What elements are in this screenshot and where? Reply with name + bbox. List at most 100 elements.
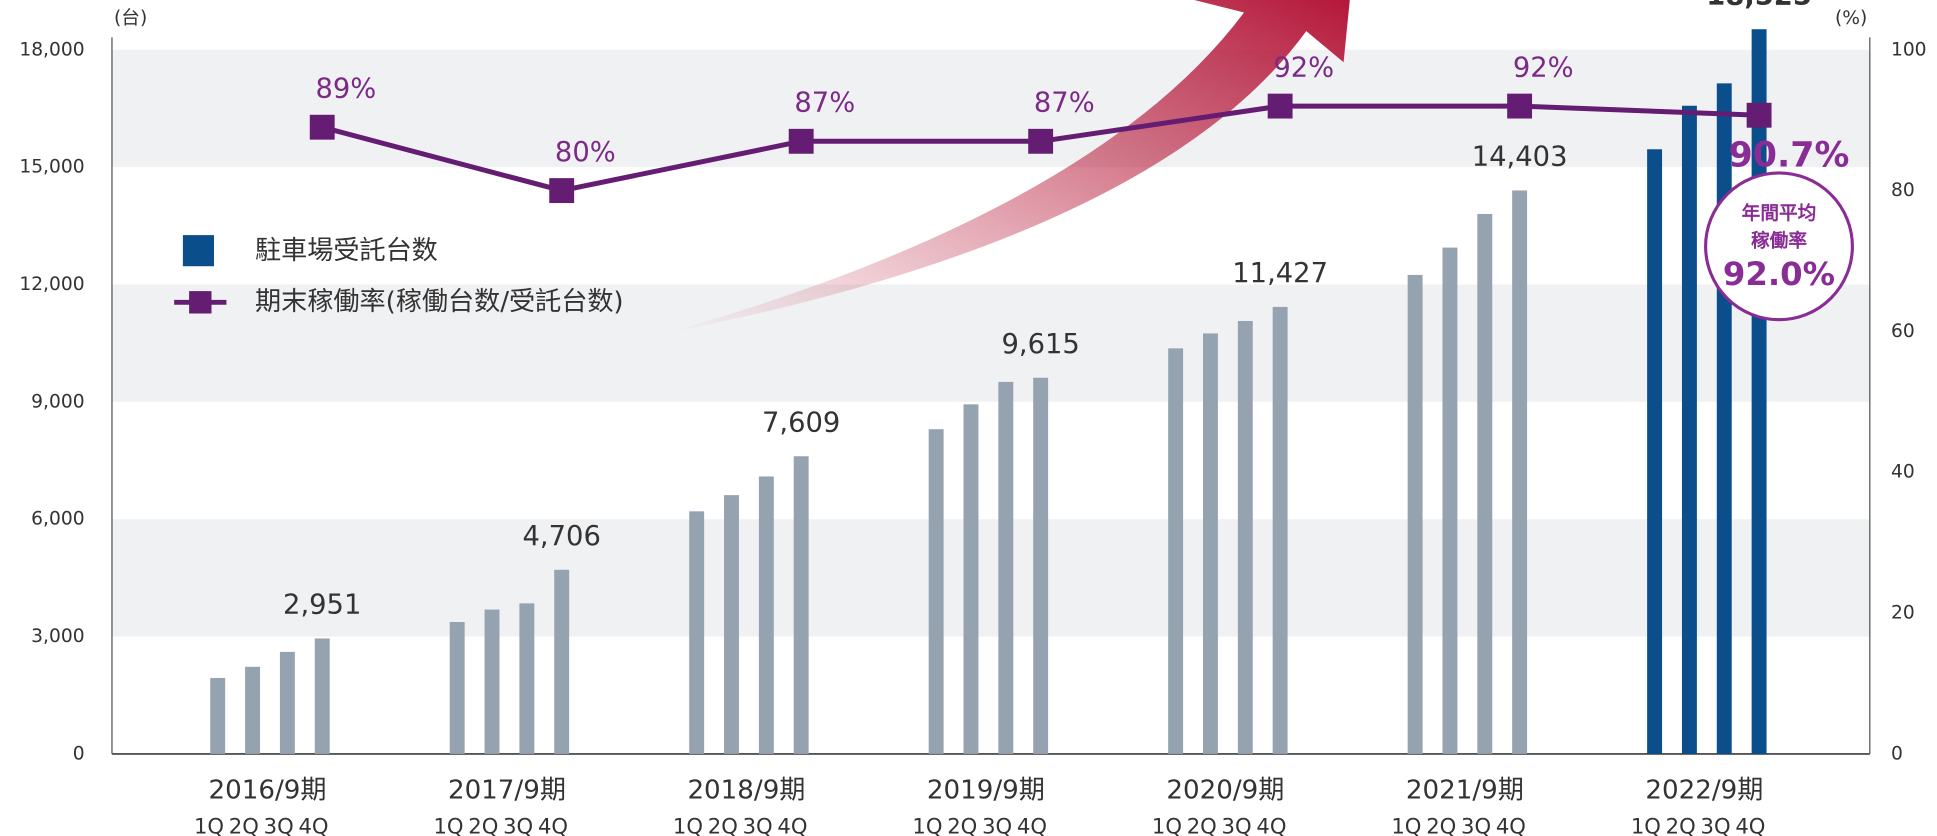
line-marker <box>1507 94 1532 119</box>
grid-band <box>112 519 1870 636</box>
y-tick-label: 0 <box>73 743 85 764</box>
quarter-label: 1Q <box>1391 813 1421 836</box>
line-value-label: 87% <box>794 87 855 118</box>
annotation-text: 年間平均 <box>1742 202 1817 224</box>
y-tick-label: 3,000 <box>31 626 84 647</box>
quarter-label: 1Q <box>1152 813 1182 836</box>
quarter-label: 3Q <box>743 813 773 836</box>
legend-label: 駐車場受託台数 <box>255 236 438 266</box>
quarter-label: 4Q <box>1256 813 1286 836</box>
bar <box>1273 307 1288 754</box>
quarter-label: 2Q <box>468 813 498 836</box>
bar-value-label: 14,403 <box>1472 142 1568 173</box>
quarter-label: 1Q <box>194 813 224 836</box>
y-tick-label: 12,000 <box>19 274 84 295</box>
quarter-label: 3Q <box>1701 813 1731 836</box>
bar <box>929 429 944 754</box>
x-tick-label: 2018/9期 <box>687 776 805 806</box>
legend-swatch <box>189 291 211 313</box>
bar <box>759 476 774 753</box>
bar <box>245 667 260 754</box>
quarter-label: 4Q <box>538 813 568 836</box>
y-tick-label: 15,000 <box>19 157 84 178</box>
line-value-label: 89% <box>315 73 376 104</box>
quarter-label: 1Q <box>912 813 942 836</box>
quarter-label: 4Q <box>1017 813 1047 836</box>
y2-unit: (%) <box>1835 8 1867 29</box>
quarter-label: 1Q <box>433 813 463 836</box>
bar <box>794 456 809 754</box>
line-value-label: 80% <box>555 137 616 168</box>
y2-tick-label: 40 <box>1891 462 1915 483</box>
line-marker <box>310 115 335 140</box>
y-tick-label: 6,000 <box>31 509 84 530</box>
page: {"chart_data":{"type":"bar","y_unit":"(台… <box>0 0 1937 836</box>
bar <box>1717 83 1732 754</box>
quarter-label: 2Q <box>1187 813 1217 836</box>
quarter-label: 2Q <box>1666 813 1696 836</box>
y2-tick-label: 0 <box>1891 743 1903 764</box>
quarter-label: 4Q <box>777 813 807 836</box>
quarter-label: 1Q <box>673 813 703 836</box>
quarter-label: 1Q <box>1631 813 1661 836</box>
bar-value-label: 4,706 <box>523 521 601 552</box>
quarter-label: 4Q <box>298 813 328 836</box>
x-tick-label: 2021/9期 <box>1406 776 1524 806</box>
line-marker <box>1268 94 1293 119</box>
bar <box>210 678 225 754</box>
quarter-label: 2Q <box>1426 813 1456 836</box>
line-marker <box>1028 129 1053 154</box>
bar <box>519 603 534 754</box>
y2-tick-label: 20 <box>1891 603 1915 624</box>
x-tick-label: 2016/9期 <box>208 776 326 806</box>
bar-value-label: 7,609 <box>762 407 840 438</box>
bar <box>1203 333 1218 753</box>
y2-tick-label: 100 <box>1891 39 1927 60</box>
y2-tick-label: 60 <box>1891 321 1915 342</box>
bar <box>1477 214 1492 754</box>
y-unit: (台) <box>114 8 147 29</box>
quarter-label: 4Q <box>1496 813 1526 836</box>
line-value-label: 92% <box>1273 52 1334 83</box>
x-tick-label: 2020/9期 <box>1166 776 1284 806</box>
line-marker <box>789 129 814 154</box>
annotation-text: 稼働率 <box>1751 230 1807 252</box>
bar <box>1238 321 1253 754</box>
bar <box>998 382 1013 754</box>
quarter-label: 3Q <box>982 813 1012 836</box>
bar <box>450 622 465 754</box>
quarter-label: 3Q <box>1222 813 1252 836</box>
bar <box>689 511 704 754</box>
y-tick-label: 9,000 <box>31 391 84 412</box>
bar <box>1682 106 1697 754</box>
x-tick-label: 2019/9期 <box>927 776 1045 806</box>
bar <box>315 638 330 753</box>
bar-value-label: 18,525 <box>1706 0 1812 11</box>
quarter-label: 2Q <box>947 813 977 836</box>
quarter-label: 3Q <box>1461 813 1491 836</box>
line-marker <box>1747 103 1772 128</box>
legend-label: 期末稼働率(稼働台数/受託台数) <box>255 287 624 317</box>
y2-tick-label: 80 <box>1891 180 1915 201</box>
y-tick-label: 18,000 <box>19 39 84 60</box>
quarter-label: 3Q <box>503 813 533 836</box>
bar <box>724 495 739 754</box>
bar-value-label: 2,951 <box>283 590 361 621</box>
line-marker <box>549 178 574 203</box>
bar <box>1033 378 1048 754</box>
bar <box>1442 248 1457 754</box>
chart: (台) (%) 0 3,000 6,000 9,000 12,000 15,000 18,0… <box>0 0 1937 836</box>
annotation-text: 92.0% <box>1723 255 1835 293</box>
bar-value-label: 11,427 <box>1232 258 1328 289</box>
quarter-label: 3Q <box>264 813 294 836</box>
line-value-label: 90.7% <box>1729 135 1850 175</box>
bar <box>1168 348 1183 754</box>
bar <box>485 610 500 754</box>
quarter-label: 4Q <box>1735 813 1765 836</box>
bar-value-label: 9,615 <box>1001 329 1079 360</box>
quarter-label: 2Q <box>229 813 259 836</box>
bar <box>1408 275 1423 754</box>
line-value-label: 87% <box>1034 87 1095 118</box>
x-tick-label: 2022/9期 <box>1645 776 1763 806</box>
bar <box>1647 149 1662 754</box>
